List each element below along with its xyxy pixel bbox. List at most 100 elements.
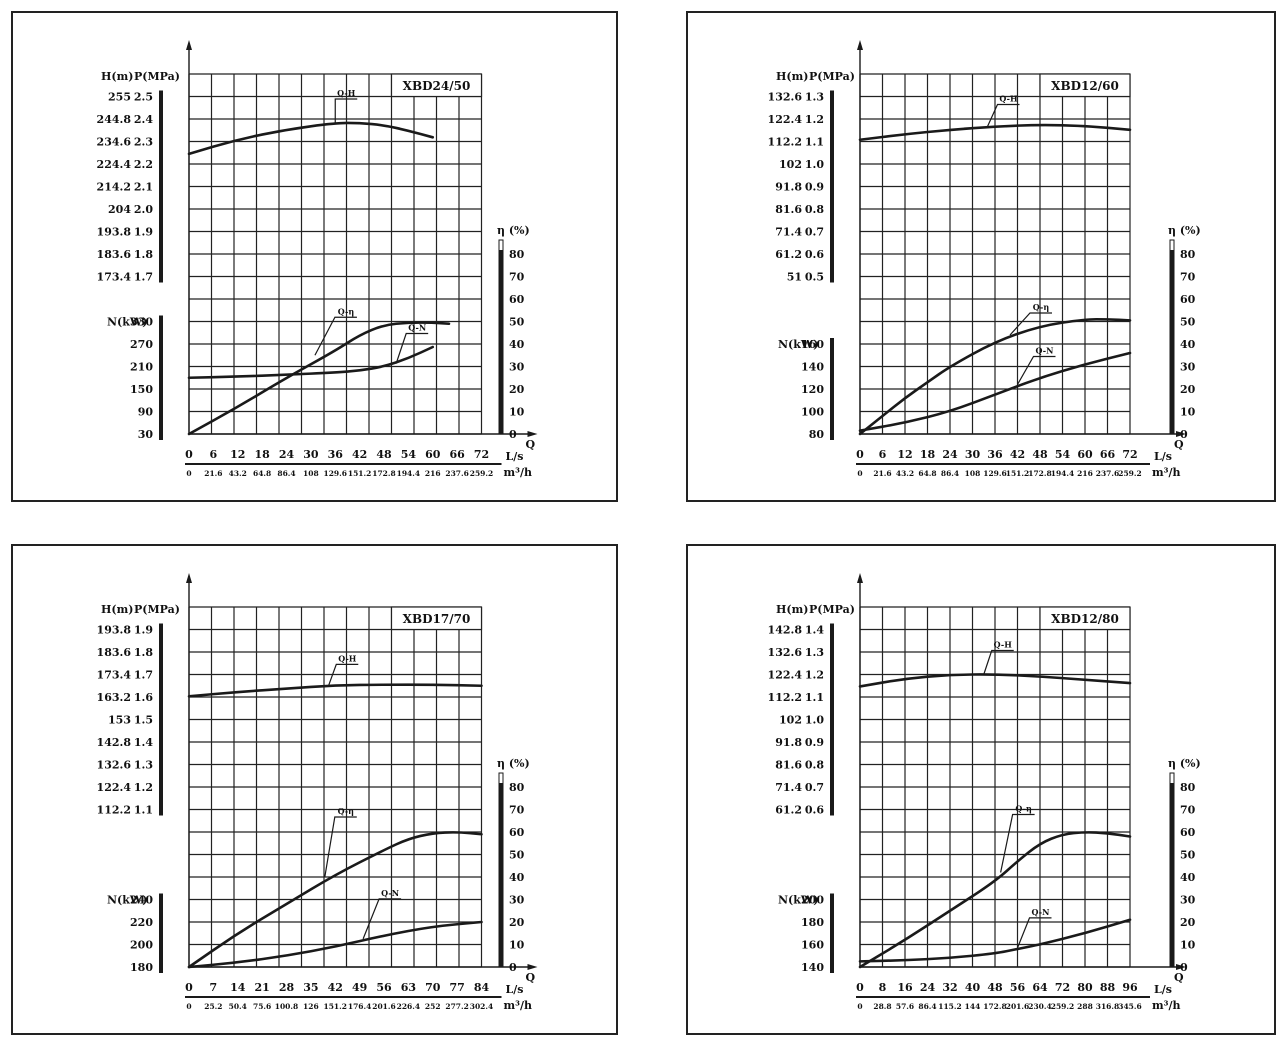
q-ls-tick: 16 bbox=[897, 981, 913, 994]
h-tick: 71.4 bbox=[775, 781, 802, 794]
q-ls-tick: 84 bbox=[474, 981, 490, 994]
q-m3h-tick: 108 bbox=[303, 469, 319, 478]
p-tick: 1.3 bbox=[805, 91, 824, 104]
p-tick: 0.8 bbox=[805, 759, 824, 772]
h-axis-label: H(m) bbox=[101, 603, 133, 616]
q-ls-tick: 60 bbox=[1077, 448, 1093, 461]
h-tick: 214.2 bbox=[97, 181, 131, 194]
n-tick: 240 bbox=[130, 894, 153, 907]
y-axis-arrow bbox=[186, 573, 192, 583]
q-ls-tick: 35 bbox=[303, 981, 318, 994]
q-m3h-tick: 43.2 bbox=[896, 469, 914, 478]
eta-tick: 30 bbox=[1180, 894, 1196, 907]
q-m3h-tick: 0 bbox=[186, 469, 191, 478]
chart-panel-1: Q XBD24/50 H(m) P(MPa) 173.4 1.7 183.6 1.8 193.8… bbox=[11, 11, 618, 502]
q-axis-label: Q bbox=[526, 971, 536, 984]
h-tick: 112.2 bbox=[768, 136, 802, 149]
n-scale-bar bbox=[830, 893, 834, 973]
q-ls-tick: 12 bbox=[230, 448, 245, 461]
q-ls-tick: 42 bbox=[1010, 448, 1025, 461]
q-m3h-tick: 64.8 bbox=[918, 469, 936, 478]
p-tick: 1.0 bbox=[805, 158, 824, 171]
q-ls-tick: 6 bbox=[879, 448, 887, 461]
n-tick: 150 bbox=[130, 383, 153, 396]
leader-q-eta bbox=[1000, 813, 1035, 873]
ls-unit-label: L/s bbox=[1154, 450, 1172, 463]
q-ls-tick: 80 bbox=[1077, 981, 1093, 994]
q-m3h-tick: 288 bbox=[1077, 1002, 1093, 1011]
eta-tick: 10 bbox=[509, 939, 525, 952]
m3h-unit-label: m³/h bbox=[504, 999, 532, 1012]
p-tick: 2.2 bbox=[134, 158, 153, 171]
label-q-eta: Q-η bbox=[338, 306, 355, 316]
n-scale: N(kW) 80 100 120 140 160 bbox=[778, 338, 834, 441]
curve-q-eta bbox=[187, 831, 483, 969]
eta-tick: 60 bbox=[1180, 826, 1196, 839]
q-ls-tick: 54 bbox=[401, 448, 417, 461]
h-tick: 132.6 bbox=[768, 91, 803, 104]
label-q-h: Q-H bbox=[337, 88, 356, 98]
ls-unit-label: L/s bbox=[1154, 983, 1172, 996]
leader-q-eta bbox=[314, 316, 357, 356]
eta-tick: 0 bbox=[1180, 961, 1188, 974]
h-tick: 81.6 bbox=[775, 203, 802, 216]
n-axis-label: N(kW) bbox=[107, 894, 147, 907]
q-m3h-tick: 86.4 bbox=[918, 1002, 936, 1011]
chart-panel-3: Q XBD17/70 H(m) P(MPa) 112.2 1.1 122.4 1.2 132.6… bbox=[11, 544, 618, 1035]
q-ls-tick: 54 bbox=[1055, 448, 1071, 461]
h-tick: 112.2 bbox=[97, 804, 131, 817]
q-ls-tick: 72 bbox=[1122, 448, 1137, 461]
label-q-eta: Q-η bbox=[1033, 302, 1050, 312]
eta-tick: 30 bbox=[1180, 361, 1196, 374]
q-m3h-tick: 277.2 bbox=[445, 1002, 469, 1011]
n-tick: 140 bbox=[801, 961, 824, 974]
label-q-n: Q-N bbox=[1036, 346, 1054, 356]
q-ls-tick: 66 bbox=[449, 448, 465, 461]
q-ls-tick: 18 bbox=[920, 448, 936, 461]
curve-q-eta bbox=[858, 317, 1132, 436]
eta-tick: 0 bbox=[1180, 428, 1188, 441]
q-m3h-tick: 129.6 bbox=[324, 469, 348, 478]
n-scale: N(kW) 140 160 180 200 bbox=[778, 893, 834, 974]
p-tick: 1.1 bbox=[805, 136, 824, 149]
eta-scale-fill bbox=[1170, 783, 1174, 967]
eta-tick: 20 bbox=[1180, 916, 1196, 929]
eta-tick: 20 bbox=[1180, 383, 1196, 396]
eta-tick: 40 bbox=[1180, 871, 1196, 884]
n-tick: 30 bbox=[138, 428, 154, 441]
curve-q-n bbox=[187, 920, 483, 969]
q-ls-tick: 42 bbox=[328, 981, 343, 994]
q-axis-label: Q bbox=[526, 438, 536, 451]
q-m3h-tick: 259.2 bbox=[470, 469, 494, 478]
h-tick: 193.8 bbox=[97, 624, 132, 637]
p-axis-label: P(MPa) bbox=[809, 70, 855, 83]
leader-q-h bbox=[983, 649, 1014, 675]
p-tick: 0.6 bbox=[805, 804, 824, 817]
n-tick: 160 bbox=[801, 338, 824, 351]
q-ls-tick: 48 bbox=[1032, 448, 1048, 461]
q-ls-tick: 7 bbox=[210, 981, 218, 994]
q-m3h-tick: 50.4 bbox=[229, 1002, 247, 1011]
n-tick: 120 bbox=[801, 383, 824, 396]
q-ls-tick: 72 bbox=[1055, 981, 1070, 994]
leader-q-n bbox=[1016, 355, 1056, 385]
n-tick: 140 bbox=[801, 361, 824, 374]
leader-q-h bbox=[327, 663, 359, 687]
q-m3h-tick: 0 bbox=[857, 469, 862, 478]
eta-axis-label: η (%) bbox=[1168, 757, 1201, 770]
p-tick: 2.3 bbox=[134, 136, 153, 149]
eta-tick: 60 bbox=[509, 293, 525, 306]
q-m3h-tick: 144 bbox=[965, 1002, 981, 1011]
q-m3h-tick: 21.6 bbox=[204, 469, 222, 478]
n-scale-bar bbox=[159, 315, 163, 440]
q-m3h-tick: 302.4 bbox=[470, 1002, 494, 1011]
h-tick: 255 bbox=[108, 91, 131, 104]
p-tick: 1.9 bbox=[134, 624, 153, 637]
h-scale-bar bbox=[830, 90, 834, 283]
leader-q-eta bbox=[324, 816, 357, 878]
eta-tick: 70 bbox=[509, 271, 525, 284]
n-tick: 180 bbox=[130, 961, 153, 974]
eta-tick: 30 bbox=[509, 894, 525, 907]
p-tick: 1.4 bbox=[134, 736, 153, 749]
